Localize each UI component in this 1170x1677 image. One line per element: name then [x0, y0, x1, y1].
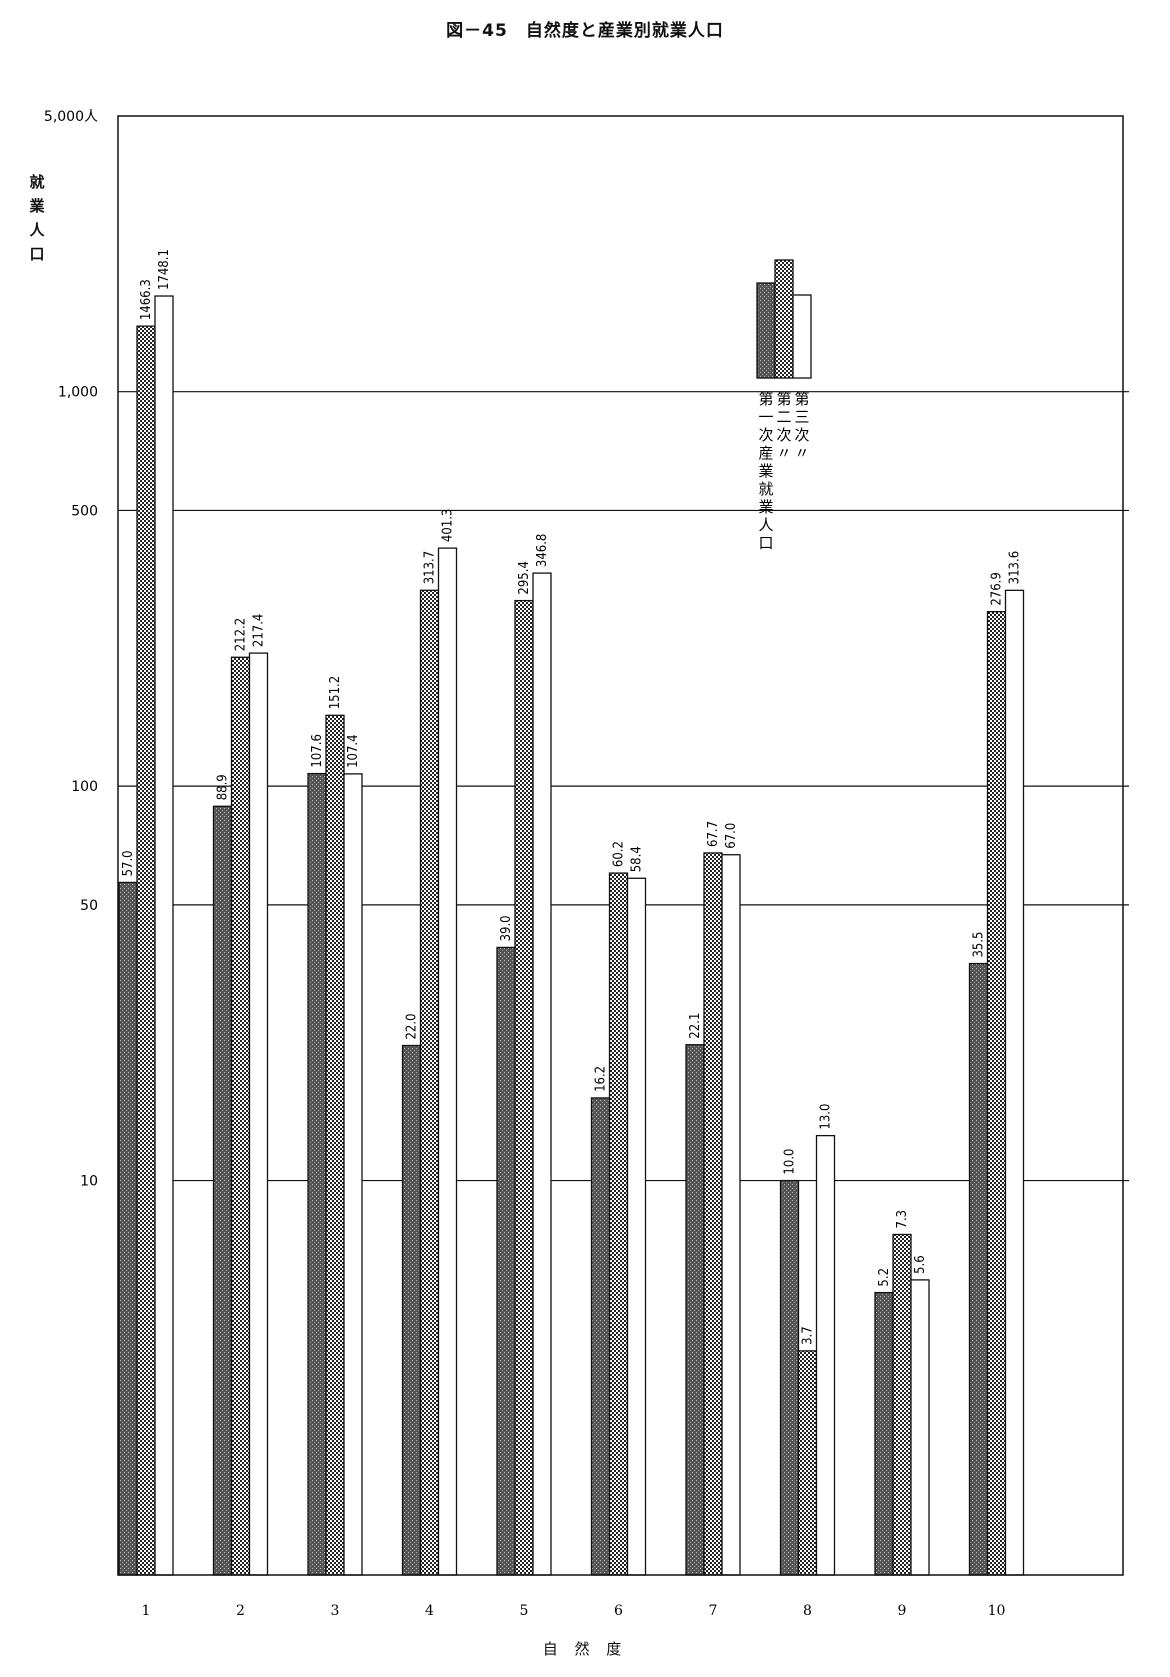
- bar-2-3: [325, 714, 345, 1576]
- data-label: 67.0: [724, 823, 739, 849]
- data-label: 7.3: [895, 1210, 910, 1229]
- x-tick-label: 8: [803, 1603, 812, 1619]
- data-label: 22.1: [688, 1013, 703, 1039]
- data-label: 276.9: [990, 572, 1005, 605]
- bar-2-2: [230, 656, 251, 1576]
- data-label: 39.0: [499, 915, 514, 941]
- data-label: 295.4: [517, 561, 532, 594]
- legend-entry: 第三次〃: [794, 390, 809, 462]
- legend-entry: 第二次〃: [776, 390, 791, 462]
- data-label: 10.0: [783, 1149, 798, 1175]
- data-label: 1748.1: [157, 249, 172, 290]
- bar-3-9: [910, 1279, 930, 1576]
- data-label: 401.3: [441, 509, 456, 542]
- y-tick-label: 1,000: [58, 385, 98, 401]
- data-label: 60.2: [612, 841, 627, 867]
- legend-swatch: [756, 282, 776, 379]
- x-axis-label: 自 然 度: [542, 1640, 628, 1658]
- plot-frame: [117, 115, 1124, 1576]
- bar-2-10: [986, 611, 1007, 1576]
- bar-3-1: [154, 295, 174, 1576]
- bar-1-6: [590, 1097, 611, 1576]
- bar-3-3: [343, 773, 363, 1576]
- data-label: 313.7: [423, 551, 438, 584]
- x-tick-label: 3: [331, 1603, 340, 1619]
- x-tick-label: 7: [709, 1603, 718, 1619]
- data-label: 107.4: [346, 734, 361, 767]
- x-tick-label: 4: [425, 1603, 434, 1619]
- x-tick-label: 10: [988, 1603, 1006, 1619]
- data-label: 88.9: [216, 774, 231, 800]
- data-label: 217.4: [252, 614, 267, 647]
- y-tick-label: 100: [71, 779, 98, 795]
- data-label: 212.2: [234, 618, 249, 651]
- bar-3-5: [532, 572, 552, 1576]
- legend-swatch: [774, 259, 794, 379]
- chart-title: 図－45 自然度と産業別就業人口: [446, 21, 724, 41]
- data-label: 346.8: [535, 534, 550, 567]
- data-label: 151.2: [328, 676, 343, 709]
- bar-3-6: [626, 877, 647, 1576]
- bar-1-1: [118, 881, 138, 1576]
- bar-2-4: [419, 589, 440, 1576]
- bar-3-10: [1004, 589, 1025, 1576]
- x-tick-label: 2: [236, 1603, 245, 1619]
- data-label: 16.2: [594, 1066, 609, 1092]
- bar-2-7: [703, 852, 723, 1576]
- data-label: 58.4: [630, 846, 645, 872]
- data-label: 1466.3: [139, 279, 154, 320]
- data-label: 3.7: [801, 1326, 816, 1345]
- bar-2-6: [608, 872, 629, 1576]
- y-tick-label: 5,000人: [44, 109, 98, 125]
- data-label: 57.0: [121, 850, 136, 876]
- bar-1-8: [779, 1179, 800, 1576]
- y-tick-label: 10: [80, 1174, 98, 1190]
- bar-1-7: [685, 1044, 705, 1576]
- bar-1-4: [401, 1044, 422, 1576]
- data-label: 22.0: [405, 1013, 420, 1039]
- data-label: 13.0: [819, 1104, 834, 1130]
- bar-1-3: [307, 772, 327, 1576]
- bar-1-9: [874, 1291, 894, 1576]
- legend-entry: 第一次産業就業人口: [758, 390, 773, 552]
- bar-3-7: [721, 854, 741, 1576]
- y-tick-label: 500: [71, 503, 98, 519]
- data-label: 67.7: [706, 821, 721, 847]
- bar-1-5: [496, 946, 516, 1576]
- x-tick-label: 5: [520, 1603, 529, 1619]
- legend-swatch: [792, 294, 812, 379]
- bar-2-8: [797, 1350, 818, 1576]
- y-axis-label: 就 業 人 口: [29, 173, 45, 263]
- bar-2-1: [136, 325, 156, 1576]
- x-tick-label: 1: [142, 1603, 151, 1619]
- bar-1-2: [212, 805, 233, 1576]
- x-tick-label: 6: [614, 1603, 623, 1619]
- bar-2-9: [892, 1233, 912, 1576]
- data-label: 5.2: [877, 1268, 892, 1287]
- data-label: 313.6: [1008, 551, 1023, 584]
- data-label: 35.5: [972, 931, 987, 957]
- data-label: 107.6: [310, 734, 325, 767]
- bar-3-2: [248, 652, 269, 1576]
- bar-1-10: [968, 962, 989, 1576]
- bar-2-5: [514, 599, 534, 1576]
- bar-3-4: [437, 547, 458, 1576]
- y-tick-label: 50: [80, 898, 98, 914]
- data-label: 5.6: [913, 1255, 928, 1274]
- x-tick-label: 9: [898, 1603, 907, 1619]
- bar-3-8: [815, 1134, 836, 1576]
